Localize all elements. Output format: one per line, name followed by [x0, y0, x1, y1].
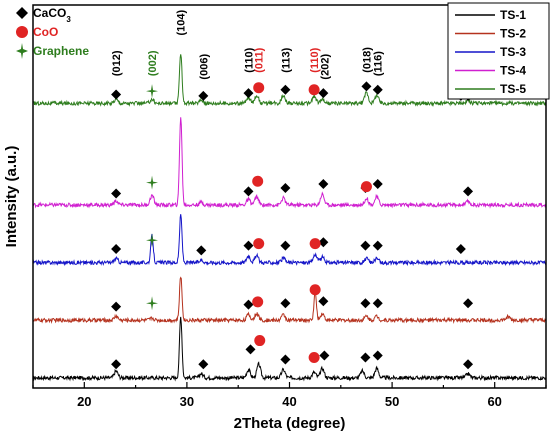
series-line-ts-4 — [32, 117, 547, 209]
coo-marker — [360, 181, 372, 193]
legend-graphene-text: Graphene — [33, 44, 89, 58]
legend-label-ts-3: TS-3 — [500, 45, 526, 59]
caco3-marker — [318, 296, 329, 307]
x-tick-label: 40 — [282, 394, 296, 409]
series-legend: TS-1 TS-2 TS-3 TS-4 TS-5 — [447, 2, 550, 100]
coo-marker — [252, 296, 264, 308]
legend-caco3-text: CaCO3 — [33, 6, 71, 24]
caco3-marker — [111, 301, 122, 312]
caco3-marker — [318, 237, 329, 248]
x-axis: 20 30 40 50 60 — [32, 382, 547, 409]
caco3-marker — [280, 298, 291, 309]
series-legend-box — [447, 2, 550, 100]
series-line-ts-3 — [32, 214, 547, 267]
caco3-marker — [243, 240, 254, 251]
caco3-marker — [111, 359, 122, 370]
caco3-marker — [463, 186, 474, 197]
caco3-marker — [243, 88, 254, 99]
coo-marker — [254, 335, 266, 347]
peak-label: (012) — [111, 50, 123, 76]
marker-legend: CaCO3 CoO Graphene — [16, 6, 89, 59]
x-axis-title: 2Theta (degree) — [234, 415, 346, 432]
coo-marker — [309, 238, 321, 250]
coo-marker — [253, 238, 265, 250]
caco3-marker — [111, 188, 122, 199]
caco3-marker — [360, 298, 371, 309]
marker-layer — [111, 81, 474, 370]
caco3-marker — [361, 81, 372, 92]
peak-label: (011) — [254, 47, 266, 72]
graphene-marker — [146, 233, 159, 248]
y-axis-title: Intensity (a.u.) — [3, 146, 20, 248]
peak-label: (006) — [198, 54, 210, 80]
legend-label-ts-5: TS-5 — [500, 82, 526, 96]
peak-label: (018) — [361, 47, 373, 73]
legend-label-ts-4: TS-4 — [500, 64, 526, 78]
caco3-marker — [372, 84, 383, 95]
caco3-marker — [372, 178, 383, 189]
x-tick-label: 20 — [77, 394, 91, 409]
coo-marker — [253, 82, 265, 94]
caco3-marker — [198, 90, 209, 101]
legend-label-ts-1: TS-1 — [500, 8, 526, 22]
graphene-marker — [146, 175, 159, 190]
caco3-marker — [372, 298, 383, 309]
series-layer — [32, 54, 547, 382]
caco3-marker — [280, 240, 291, 251]
peak-label: (110) — [243, 47, 255, 72]
peak-label: (116) — [373, 51, 385, 76]
caco3-marker — [372, 350, 383, 361]
caco3-marker — [111, 89, 122, 100]
coo-marker — [252, 175, 264, 187]
caco3-marker — [196, 245, 207, 256]
series-line-ts-5 — [32, 54, 547, 107]
x-tick-label: 50 — [385, 394, 399, 409]
coo-marker — [309, 284, 321, 296]
x-tick-label: 60 — [487, 394, 501, 409]
caco3-marker — [455, 244, 466, 255]
legend-graphene-star-icon — [16, 43, 28, 59]
caco3-marker — [319, 350, 330, 361]
peak-label-layer: (012) (002)(104)(006) (110)(011) (113) (110)… — [111, 9, 476, 82]
caco3-marker — [372, 240, 383, 251]
series-line-ts-1 — [32, 316, 547, 382]
caco3-marker — [360, 352, 371, 363]
legend-label-ts-2: TS-2 — [500, 27, 526, 41]
caco3-marker — [280, 183, 291, 194]
coo-marker — [308, 84, 320, 96]
caco3-marker — [318, 178, 329, 189]
legend-coo-text: CoO — [33, 25, 58, 39]
caco3-marker — [463, 298, 474, 309]
peak-label: (202) — [319, 54, 331, 80]
x-tick-label: 30 — [180, 394, 194, 409]
caco3-marker — [198, 359, 209, 370]
caco3-marker — [243, 186, 254, 197]
peak-label: (002) — [147, 50, 159, 76]
caco3-marker — [318, 88, 329, 99]
legend-coo-circle-icon — [16, 26, 28, 38]
graphene-marker — [146, 84, 159, 99]
series-line-ts-2 — [32, 276, 547, 324]
caco3-marker — [111, 244, 122, 255]
caco3-marker — [280, 84, 291, 95]
peak-label: (110) — [309, 47, 321, 72]
caco3-marker — [463, 359, 474, 370]
caco3-marker — [360, 240, 371, 251]
caco3-marker — [243, 299, 254, 310]
caco3-marker — [245, 344, 256, 355]
caco3-marker — [280, 354, 291, 365]
graphene-marker — [146, 296, 159, 311]
peak-label: (113) — [280, 47, 292, 72]
peak-label: (104) — [176, 9, 188, 35]
legend-caco3-diamond-icon — [16, 7, 28, 19]
coo-marker — [308, 351, 320, 363]
